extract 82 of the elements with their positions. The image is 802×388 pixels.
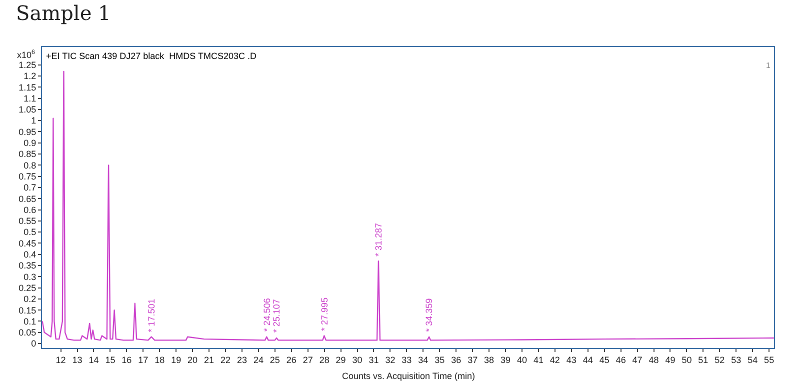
annotation: * 24.506: [262, 298, 272, 332]
y-tick-label: 1.15: [18, 82, 36, 92]
x-tick-label: 37: [468, 354, 478, 365]
annotation: * 17.501: [146, 298, 157, 332]
y-tick-label: 0.25: [18, 282, 36, 293]
x-tick-label: 28: [319, 354, 330, 365]
x-tick-label: 32: [385, 354, 396, 365]
x-tick-label: 41: [533, 354, 544, 365]
x-tick-label: 31: [368, 354, 379, 365]
x-tick-label: 26: [286, 354, 296, 365]
y-tick-label: 0.8: [24, 160, 36, 170]
x-tick-label: 39: [500, 354, 511, 365]
x-tick-label: 43: [566, 354, 576, 365]
y-tick-label: 0.7: [24, 182, 36, 193]
x-tick-label: 53: [731, 354, 742, 365]
x-tick-label: 33: [402, 354, 412, 365]
y-tick-label: 0.75: [18, 171, 36, 182]
x-tick-label: 51: [698, 354, 708, 365]
y-tick-label: 1: [31, 116, 36, 126]
chart-title: Sample 1: [16, 0, 111, 25]
y-tick-label: 1.1: [24, 93, 36, 104]
y-tick-label: 0.65: [18, 194, 36, 204]
x-tick-label: 23: [236, 354, 247, 365]
y-tick-label: 0.05: [18, 328, 36, 338]
y-tick-label: 0.45: [18, 238, 36, 248]
y-tick-label: 0.6: [24, 204, 36, 215]
x-tick-label: 27: [302, 354, 313, 365]
x-tick-label: 34: [418, 354, 428, 365]
annotation: +EI TIC Scan 439 DJ27 black HMDS TMCS203C .D: [46, 51, 257, 61]
annotation: * 34.359: [424, 298, 434, 332]
x-tick-label: 15: [105, 354, 116, 365]
x-tick-label: 13: [72, 354, 82, 365]
x-tick-label: 42: [550, 354, 560, 365]
line-series: [42, 70, 774, 341]
x-tick-label: 19: [171, 354, 182, 365]
x-tick-label: 45: [599, 354, 610, 365]
x-tick-label: 14: [88, 354, 99, 365]
y-tick-label: 0.95: [18, 126, 36, 137]
y-tick-label: 0.85: [18, 149, 36, 160]
y-tick-label: 0.55: [18, 216, 36, 226]
x-axis-title: Counts vs. Acquisition Time (min): [342, 371, 476, 381]
x-tick-label: 44: [582, 354, 593, 365]
y-tick-label: 0: [31, 338, 36, 349]
y-tick-label: 0.15: [18, 305, 36, 316]
y-tick-label: 0.1: [24, 316, 36, 326]
x-tick-label: 12: [56, 354, 66, 365]
x-tick-label: 18: [154, 354, 165, 365]
annotation: * 31.287: [373, 222, 384, 257]
x-tick-label: 30: [352, 354, 362, 365]
x-tick-label: 47: [632, 354, 642, 365]
x-tick-label: 35: [434, 354, 445, 365]
y-tick-label: 1.2: [24, 71, 36, 82]
annotation: * 27.995: [320, 297, 330, 331]
x-tick-label: 50: [682, 354, 692, 365]
x-tick-label: 20: [188, 354, 198, 365]
x-tick-label: 24: [253, 354, 264, 365]
y-tick-label: 0.35: [18, 260, 36, 271]
y-tick-label: 1.05: [18, 104, 36, 115]
x-tick-label: 54: [748, 354, 758, 365]
x-tick-label: 17: [138, 354, 148, 365]
x-tick-label: 49: [665, 354, 676, 365]
x-tick-label: 36: [451, 354, 462, 365]
x-tick-label: 40: [516, 354, 527, 365]
y-tick-label: 0.5: [24, 227, 36, 238]
x-tick-label: 21: [204, 354, 214, 365]
y-axis-title: x10$^{6}$: [17, 49, 36, 60]
x-tick-label: 48: [648, 354, 659, 365]
x-tick-label: 38: [484, 354, 494, 365]
x-tick-label: 55: [764, 354, 774, 365]
x-tick-label: 25: [270, 354, 280, 365]
x-tick-label: 29: [336, 354, 346, 365]
x-tick-label: 46: [616, 354, 626, 365]
y-tick-label: 1.25: [18, 60, 36, 70]
annotation: * 25.107: [272, 299, 282, 333]
y-tick-label: 0.4: [24, 250, 36, 260]
y-tick-label: 0.9: [24, 138, 36, 148]
y-tick-label: 0.3: [24, 272, 36, 282]
x-tick-label: 22: [220, 354, 230, 365]
x-tick-label: 52: [714, 354, 725, 365]
annotation: 1: [766, 61, 771, 70]
x-tick-label: 16: [122, 354, 132, 365]
y-tick-label: 0.2: [24, 294, 36, 304]
